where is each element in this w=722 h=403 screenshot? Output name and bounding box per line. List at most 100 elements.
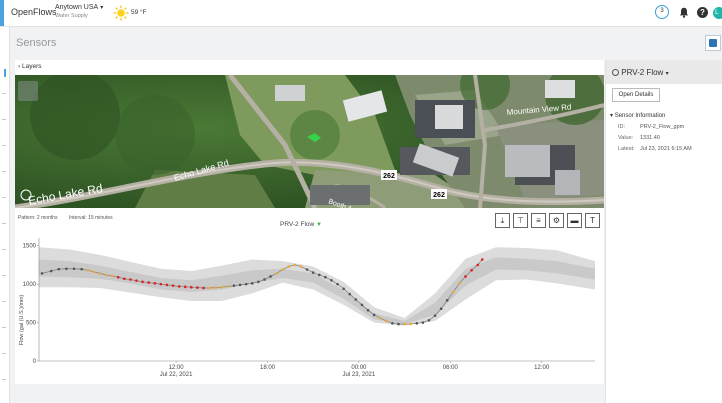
location-selector[interactable]: Anytown USA ▾ Water Supply [55, 4, 103, 20]
layers-label: Layers [21, 63, 42, 70]
data-point [354, 298, 358, 301]
collapse-button[interactable]: ▬ [567, 213, 582, 228]
data-point [171, 284, 175, 287]
data-point [232, 284, 236, 287]
avatar[interactable]: L [713, 7, 722, 19]
nav-item[interactable] [2, 197, 6, 198]
download-button[interactable]: ⤓ [495, 213, 510, 228]
data-point [433, 314, 437, 317]
data-point [311, 271, 315, 274]
gear-icon: ⚙ [552, 216, 561, 225]
band-inner [39, 257, 595, 325]
layers-toggle[interactable]: › Layers [18, 63, 42, 70]
data-point [476, 263, 480, 267]
settings-button[interactable]: ⚙ [549, 213, 564, 228]
help-icon[interactable]: ? [697, 7, 708, 18]
data-point [305, 268, 309, 271]
data-point [196, 286, 199, 289]
data-point [208, 286, 211, 290]
left-nav-rail [0, 27, 10, 403]
nav-item[interactable] [2, 93, 6, 94]
download-icon: ⤓ [500, 216, 505, 225]
nav-item[interactable] [2, 145, 6, 146]
data-point [366, 308, 370, 312]
chevron-down-icon: ▾ [610, 113, 614, 119]
nav-item[interactable] [2, 223, 6, 224]
data-point [86, 268, 90, 272]
x-tick-label: 06:00 [443, 365, 459, 371]
data-point [177, 285, 181, 288]
data-point [147, 281, 150, 284]
data-point [40, 272, 44, 275]
map-info-icon[interactable] [20, 189, 32, 201]
panel-toggle-button[interactable] [705, 35, 721, 51]
sensor-panel-header[interactable]: PRV-2 Flow ▾ [606, 60, 722, 84]
data-point [452, 290, 455, 294]
map-zoom-control[interactable] [18, 81, 38, 101]
data-point [65, 267, 68, 271]
y-tick-label: 0 [33, 359, 37, 365]
data-point [403, 322, 406, 326]
x-tick-label: 12:00 [534, 365, 550, 371]
data-point [141, 280, 144, 284]
nav-item[interactable] [2, 301, 6, 302]
open-details-button[interactable]: Open Details [612, 88, 660, 102]
nav-item[interactable] [2, 379, 6, 380]
nav-item[interactable] [2, 249, 6, 250]
data-point [293, 263, 297, 267]
map-canvas: Echo Lake Rd Echo Lake Rd Mountain View … [15, 75, 604, 208]
sensor-info-section[interactable]: ▾ Sensor Information [610, 112, 665, 119]
data-point [72, 267, 76, 271]
data-point [342, 287, 345, 291]
data-point [110, 274, 114, 278]
band-outer [39, 247, 595, 326]
notifications-badge[interactable]: 3 [655, 5, 669, 19]
data-point [238, 283, 242, 287]
data-point [427, 318, 431, 322]
axis-options-button[interactable]: ⊤ [513, 213, 528, 228]
data-point [324, 275, 327, 279]
x-tick-label: 00:00 [351, 365, 367, 371]
sensor-title-text: PRV-2 Flow [621, 68, 664, 77]
data-point [372, 313, 376, 317]
nav-item[interactable] [2, 171, 6, 172]
data-point [135, 279, 138, 282]
data-point [348, 292, 352, 296]
data-point [445, 298, 449, 302]
x-tick-label: 18:00 [260, 365, 276, 371]
sensor-icon [612, 69, 619, 76]
chevron-down-icon: ▾ [665, 71, 669, 77]
data-point [385, 319, 388, 323]
nav-active-marker[interactable] [4, 69, 6, 77]
page-title: Sensors [16, 37, 57, 49]
nav-item[interactable] [2, 119, 6, 120]
location-name: Anytown USA [55, 4, 99, 11]
location-subtitle: Water Supply [55, 13, 88, 19]
sensor-panel-title[interactable]: PRV-2 Flow ▾ [612, 68, 669, 77]
y-axis-label: Flow (gal (U.S.)/min) [19, 295, 25, 346]
pattern-label: Pattern: 2 months [18, 215, 58, 221]
bell-icon[interactable] [679, 7, 689, 18]
sensor-value-value: 1331.40 [640, 135, 660, 141]
text-icon: T [590, 216, 595, 225]
text-tool-button[interactable]: T [585, 213, 600, 228]
flow-chart[interactable]: Flow (gal (U.S.)/min) 05001000150012:00J… [15, 208, 604, 384]
data-point [220, 285, 224, 289]
nav-item[interactable] [2, 327, 6, 328]
sensor-detail-panel: PRV-2 Flow ▾ Open Details ▾ Sensor Infor… [605, 60, 722, 403]
nav-item[interactable] [2, 275, 6, 276]
series-options-button[interactable]: ≡ [531, 213, 546, 228]
data-point [397, 322, 400, 326]
data-point [470, 268, 473, 272]
data-point [98, 272, 102, 275]
chart-area: Pattern: 2 months Interval: 15 minutes P… [15, 208, 604, 384]
data-point [57, 267, 61, 271]
y-tick-label: 1000 [23, 282, 37, 288]
nav-item[interactable] [2, 353, 6, 354]
data-point [409, 322, 412, 326]
data-point [269, 275, 272, 278]
sensor-latest-label: Latest: [618, 146, 635, 152]
satellite-map[interactable]: Echo Lake Rd Echo Lake Rd Mountain View … [15, 75, 604, 208]
data-point [464, 275, 467, 278]
app-brand[interactable]: OpenFlows [11, 7, 57, 17]
